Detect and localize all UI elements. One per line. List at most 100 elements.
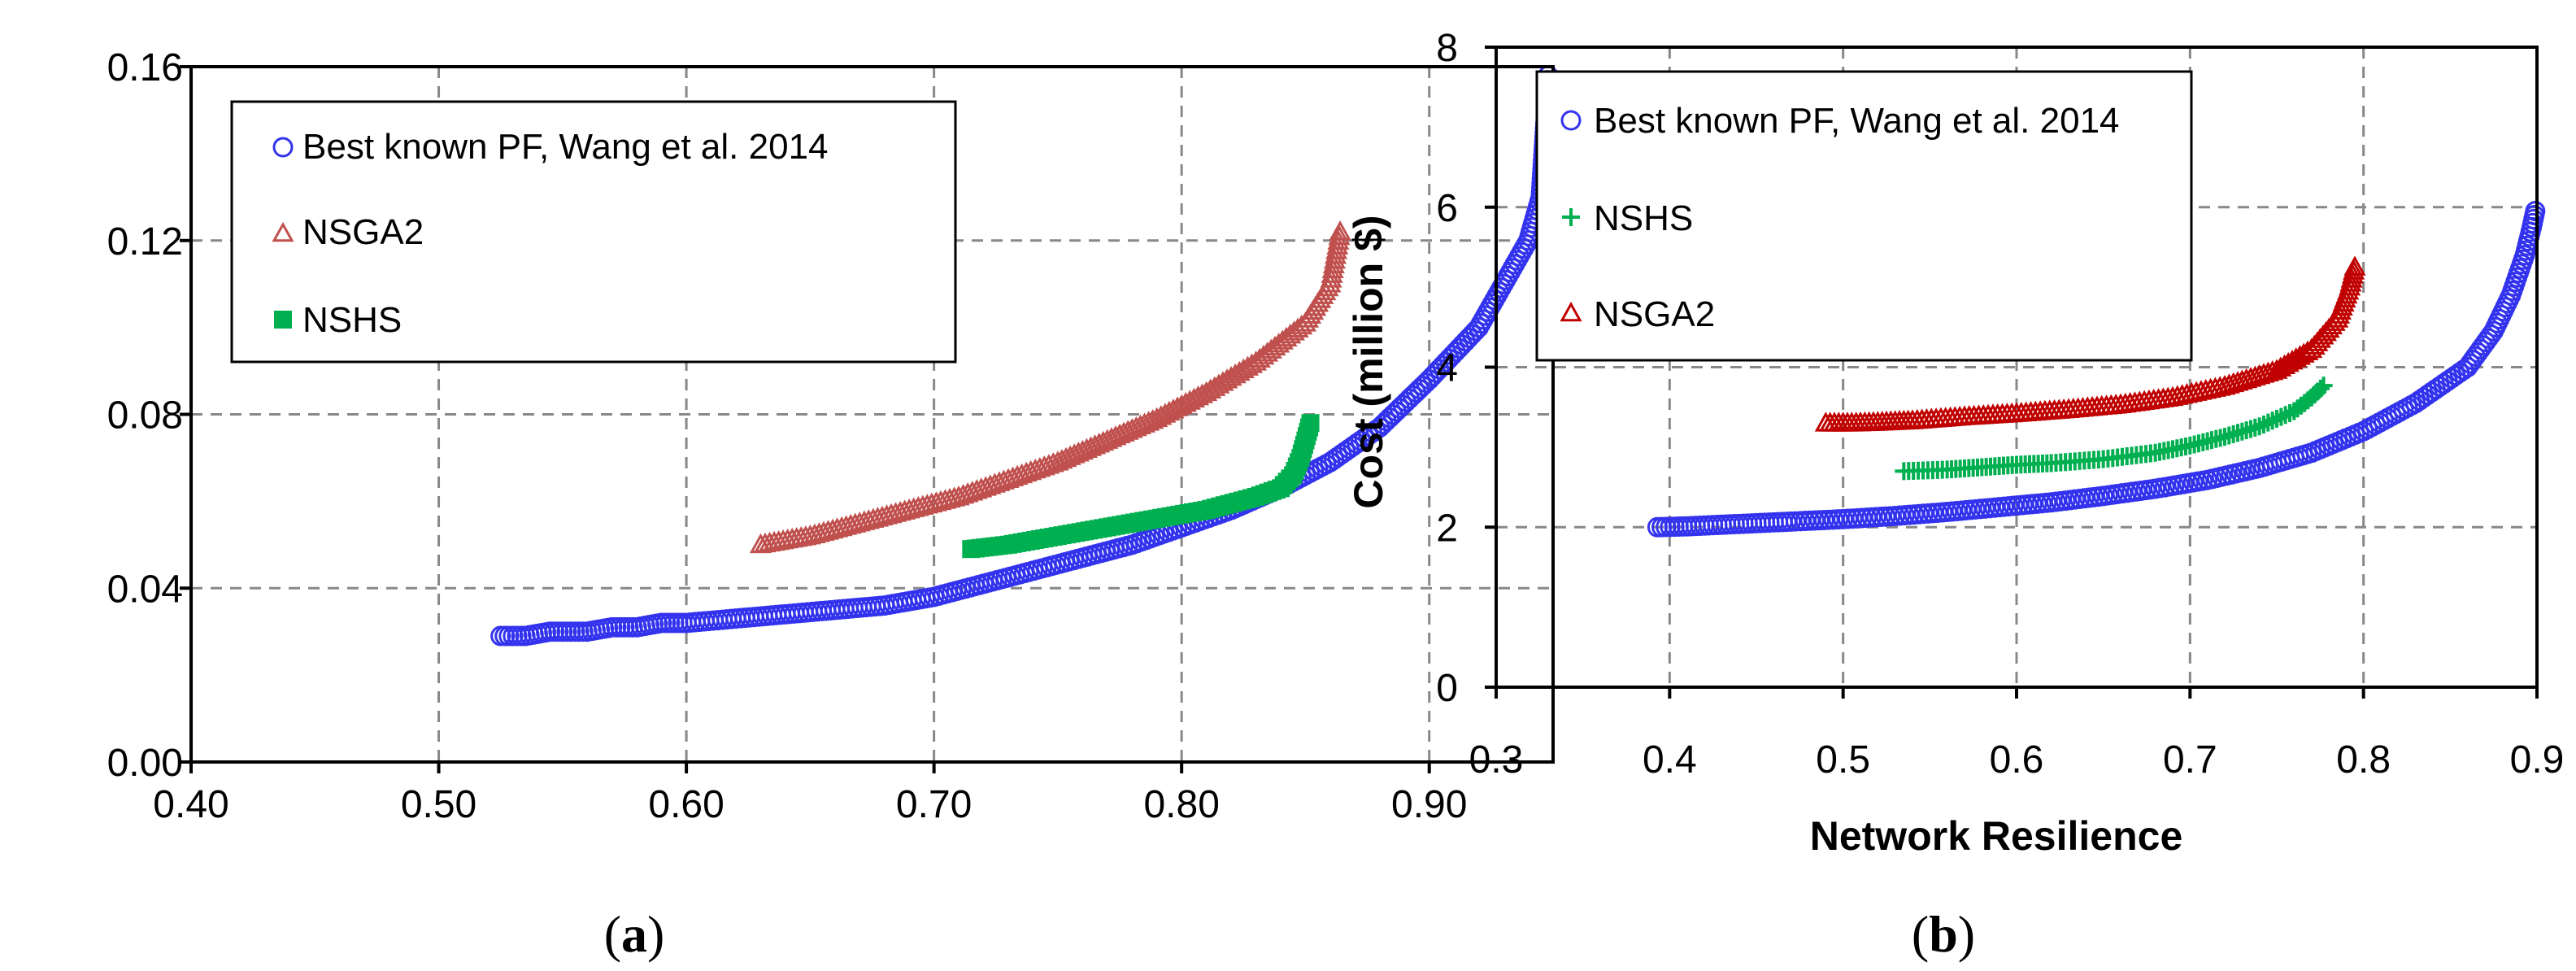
panel-a-data-point — [1020, 459, 1042, 481]
panel-a-x-tick-label: 0.90 — [1391, 783, 1467, 826]
panel-a-data-point — [1024, 458, 1046, 479]
panel-b-x-tick-label: 0.3 — [1469, 738, 1524, 782]
panel-a-data-point — [1015, 461, 1038, 482]
panel-b-data-point — [2230, 369, 2253, 390]
panel-b-data-point — [2243, 365, 2266, 385]
panel-a-y-tick-label: 0.04 — [107, 568, 183, 611]
panel-a-data-point — [970, 477, 993, 498]
panel-b-data-point — [2314, 377, 2333, 395]
panel-b-y-tick-label: 0 — [1436, 667, 1458, 710]
panel-a-data-point — [1321, 263, 1343, 283]
panel-a-data-point — [1029, 456, 1051, 477]
panel-b-series-nsga2 — [1814, 255, 2366, 432]
panel-a-legend-marker-symbol — [274, 311, 292, 329]
panel-b-gridlines — [1496, 47, 2537, 687]
panel-a-x-tick-label: 0.40 — [153, 783, 228, 826]
panel-a-data-point — [992, 469, 1016, 490]
panel-b-y-tick-label: 2 — [1436, 507, 1458, 550]
panel-a-data-point — [1038, 454, 1060, 474]
panel-b-data-point — [2252, 363, 2275, 383]
panel-b-data-point — [2248, 364, 2271, 385]
panel-a-data-point — [1011, 463, 1033, 484]
panel-a: 0.40 0.50 0.60 0.70 0.80 0.90 0.00 0.04 0.08 0.1… — [107, 46, 1559, 963]
panel-b-legend: Best known PF, Wang et al. 2014 NSHS NSG… — [1535, 70, 2193, 362]
panel-b-data-point — [2217, 373, 2240, 394]
panel-b-data-point — [2311, 379, 2330, 398]
panel-b-x-tick-label: 0.7 — [2163, 738, 2217, 782]
panel-b-legend-marker-symbol — [1562, 208, 1580, 226]
panel-a-data-point — [1329, 220, 1351, 241]
panel-a-x-tick-labels: 0.40 0.50 0.60 0.70 0.80 0.90 — [153, 762, 1467, 826]
panel-b-data-point — [2525, 201, 2546, 222]
panel-b-legend-label-best-known-pf: Best known PF, Wang et al. 2014 — [1594, 101, 2120, 141]
panel-b-x-tick-label: 0.8 — [2336, 738, 2391, 782]
panel-b-x-tick-label: 0.5 — [1816, 738, 1870, 782]
panel-a-series-nshs — [962, 414, 1320, 559]
panel-b-series-nshs — [1895, 377, 2333, 481]
panel-b: 0.3 0.4 0.5 0.6 0.7 0.8 0.9 0 2 4 6 8 Best known P… — [1346, 27, 2564, 963]
panel-a-series-best-known-pf-wang-et-al-2014 — [490, 65, 1559, 647]
panel-b-legend-box — [1535, 70, 2193, 362]
panel-a-data-point — [1327, 229, 1350, 250]
panel-b-x-tick-label: 0.9 — [2510, 738, 2565, 782]
panel-b-y-tick-label: 4 — [1436, 347, 1458, 390]
panel-b-series-best-known-pf-wang-et-al-2014 — [1647, 201, 2546, 538]
panel-a-data-point — [1325, 244, 1347, 264]
panel-b-data-point — [2239, 367, 2262, 387]
panel-a-data-point — [1322, 253, 1345, 274]
panel-a-x-tick-label: 0.70 — [896, 783, 972, 826]
panel-a-data-point — [1001, 466, 1025, 487]
panel-a-legend-box — [230, 100, 957, 364]
panel-a-data-point — [997, 468, 1020, 488]
panel-b-legend-marker-symbol — [1560, 301, 1582, 322]
panel-a-y-tick-labels: 0.00 0.04 0.08 0.12 0.16 — [107, 46, 191, 785]
panel-a-data-point — [961, 481, 984, 501]
panel-b-data-point — [2276, 406, 2295, 425]
panel-b-legend-marker-symbol — [1560, 110, 1582, 131]
panel-a-legend: Best known PF, Wang et al. 2014 NSGA2 NS… — [230, 100, 957, 364]
panel-b-legend-marker-nshs — [1562, 208, 1580, 226]
panel-b-y-tick-label: 6 — [1436, 187, 1458, 230]
panel-a-gridlines — [191, 67, 1553, 762]
panel-b-data-point — [2343, 255, 2366, 276]
panel-a-data-series — [490, 65, 1559, 647]
panel-a-legend-label-best-known-pf: Best known PF, Wang et al. 2014 — [302, 127, 829, 167]
panel-a-data-point — [979, 474, 1002, 494]
panel-a-legend-marker-nsga2 — [272, 221, 294, 242]
panel-a-data-point — [988, 471, 1011, 491]
panel-b-data-point — [2222, 372, 2245, 393]
panel-a-legend-marker-best-known-pf — [272, 137, 294, 158]
panel-a-y-tick-label: 0.16 — [107, 46, 183, 89]
panel-a-data-point — [1286, 317, 1309, 337]
panel-b-legend-marker-best-known-pf — [1560, 110, 1582, 131]
panel-b-x-axis-title: Network Resilience — [1810, 813, 2183, 859]
panel-a-data-point — [1319, 272, 1342, 293]
panel-a-legend-marker-symbol — [272, 137, 294, 158]
panel-a-series-nsga2 — [749, 220, 1351, 554]
panel-b-x-tick-label: 0.4 — [1643, 738, 1697, 782]
panel-a-data-point — [974, 476, 997, 496]
panel-a-x-tick-label: 0.50 — [401, 783, 476, 826]
panel-a-data-point — [1006, 464, 1029, 485]
panel-b-data-point — [2213, 375, 2236, 395]
panel-b-legend-label-nshs: NSHS — [1594, 198, 1693, 238]
panel-a-x-tick-label: 0.80 — [1143, 783, 1219, 826]
panel-a-data-point — [1323, 248, 1346, 269]
panel-a-y-tick-label: 0.00 — [107, 742, 183, 785]
panel-b-data-point — [2263, 411, 2282, 430]
panel-a-label: (a) — [604, 905, 665, 963]
panel-a-data-point — [1321, 258, 1344, 278]
panel-b-data-point — [2235, 368, 2258, 389]
panel-a-data-point — [1328, 224, 1351, 246]
panel-b-x-tick-label: 0.6 — [1990, 738, 2044, 782]
panel-a-data-point — [952, 483, 975, 504]
panel-b-data-point — [2250, 417, 2269, 436]
panel-b-legend-label-nsga2: NSGA2 — [1594, 294, 1715, 334]
panel-a-legend-label-nsga2: NSGA2 — [302, 212, 424, 252]
panel-a-y-tick-label: 0.08 — [107, 394, 183, 438]
panel-a-data-point — [1033, 455, 1055, 476]
panel-a-x-tick-label: 0.60 — [648, 783, 724, 826]
panel-a-data-point — [965, 479, 988, 499]
panel-a-data-point — [1320, 268, 1342, 288]
